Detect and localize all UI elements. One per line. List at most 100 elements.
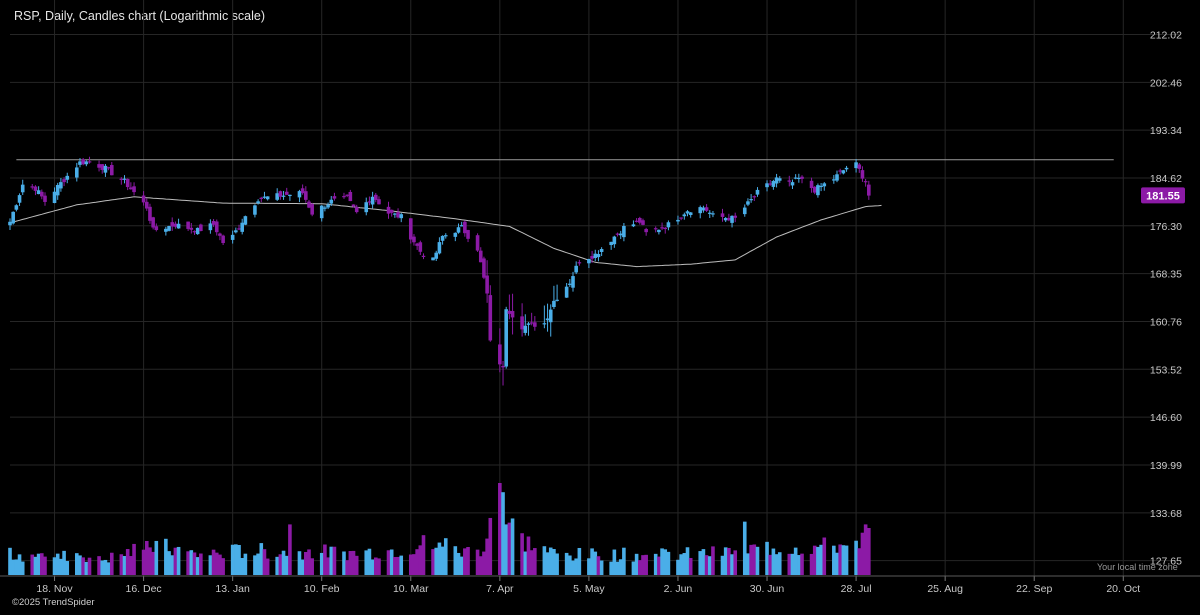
volume-bar bbox=[367, 548, 372, 575]
volume-bar bbox=[510, 518, 515, 575]
volume-bar bbox=[256, 553, 260, 575]
candle-body bbox=[40, 191, 44, 197]
volume-bar bbox=[574, 558, 578, 575]
volume-bar bbox=[800, 553, 804, 575]
volume-bar bbox=[482, 551, 486, 575]
candle-body bbox=[701, 207, 706, 211]
candle-body bbox=[771, 181, 776, 187]
candle-body bbox=[415, 243, 419, 246]
candle-body bbox=[345, 194, 349, 196]
volume-bars bbox=[8, 483, 871, 575]
volume-bar bbox=[275, 556, 279, 575]
volume-bar bbox=[218, 554, 222, 575]
volume-bar bbox=[278, 554, 283, 575]
volume-bar bbox=[300, 559, 305, 575]
volume-bar bbox=[666, 551, 671, 575]
candle-body bbox=[660, 227, 664, 229]
candle-body bbox=[319, 205, 324, 219]
candle-body bbox=[119, 178, 124, 180]
candle-body bbox=[262, 196, 267, 198]
chart-title: RSP, Daily, Candles chart (Logarithmic s… bbox=[14, 9, 266, 23]
candle-body bbox=[615, 233, 620, 235]
volume-bar bbox=[297, 551, 302, 575]
volume-bar bbox=[377, 558, 381, 575]
volume-bar bbox=[262, 549, 267, 575]
candle-body bbox=[727, 217, 731, 221]
volume-bar bbox=[208, 555, 213, 575]
candle-body bbox=[288, 194, 292, 197]
volume-bar bbox=[230, 544, 235, 575]
volume-bar bbox=[835, 552, 839, 575]
moving-average bbox=[9, 196, 882, 268]
candle-body bbox=[542, 323, 547, 325]
volume-bar bbox=[854, 540, 858, 575]
candle-body bbox=[510, 311, 515, 318]
footer-credit: ©2025 TrendSpider bbox=[12, 597, 95, 608]
volume-bar bbox=[488, 517, 493, 575]
candle-body bbox=[863, 181, 868, 183]
volume-bar bbox=[100, 560, 105, 575]
volume-bar bbox=[631, 561, 636, 575]
volume-bar bbox=[173, 547, 178, 575]
volume-bar bbox=[456, 552, 461, 575]
volume-bar bbox=[660, 548, 664, 575]
volume-bar bbox=[641, 555, 645, 575]
volume-bar bbox=[412, 554, 416, 575]
candle-body bbox=[443, 235, 448, 237]
candle-body bbox=[577, 262, 582, 264]
candle-body bbox=[195, 227, 200, 235]
timezone-label[interactable]: Your local time zone bbox=[1097, 562, 1178, 572]
volume-bar bbox=[364, 550, 369, 575]
volume-bar bbox=[523, 551, 528, 575]
candle-body bbox=[33, 186, 38, 191]
candle-body bbox=[854, 162, 858, 169]
candle-body bbox=[475, 235, 480, 251]
volume-bar bbox=[466, 546, 470, 575]
candle-body bbox=[637, 217, 642, 223]
candle-body bbox=[568, 283, 572, 285]
candle-body bbox=[841, 170, 846, 174]
y-tick-label: 212.02 bbox=[1150, 29, 1182, 41]
volume-bar bbox=[30, 554, 35, 575]
volume-bar bbox=[612, 549, 617, 575]
volume-bar bbox=[644, 554, 648, 575]
volume-bar bbox=[36, 553, 41, 575]
volume-bar bbox=[148, 547, 152, 575]
candle-body bbox=[78, 161, 82, 165]
x-tick-label: 7. Apr bbox=[486, 583, 514, 595]
candle-body bbox=[81, 159, 85, 165]
last-price-badge: 181.55 bbox=[1141, 187, 1185, 204]
candle-body bbox=[867, 184, 871, 196]
candle-body bbox=[214, 221, 219, 233]
volume-bar bbox=[17, 554, 22, 575]
volume-bar bbox=[809, 553, 814, 575]
x-tick-label: 30. Jun bbox=[750, 583, 785, 595]
volume-bar bbox=[33, 556, 38, 575]
candle-body bbox=[14, 205, 19, 210]
volume-bar bbox=[790, 553, 795, 575]
candle-body bbox=[453, 232, 458, 237]
volume-bar bbox=[504, 524, 509, 575]
candle-body bbox=[463, 221, 467, 234]
volume-bar bbox=[755, 546, 760, 575]
candle-body bbox=[253, 205, 257, 215]
candle-body bbox=[421, 255, 426, 257]
candle-body bbox=[641, 220, 645, 225]
candle-body bbox=[373, 194, 378, 200]
volume-bar bbox=[777, 552, 782, 575]
volume-bar bbox=[43, 556, 47, 575]
volume-bar bbox=[11, 559, 15, 575]
candle-body bbox=[408, 218, 413, 240]
volume-bar bbox=[87, 557, 92, 575]
candle-body bbox=[520, 316, 524, 330]
candle-body bbox=[164, 228, 168, 232]
candle-body bbox=[103, 165, 108, 173]
volume-bar bbox=[797, 555, 801, 575]
candle-body bbox=[307, 201, 311, 208]
candle-body bbox=[237, 228, 241, 230]
y-tick-label: 193.34 bbox=[1150, 125, 1182, 137]
candle-body bbox=[84, 161, 89, 165]
candle-body bbox=[300, 188, 305, 194]
candle-body bbox=[284, 191, 289, 195]
